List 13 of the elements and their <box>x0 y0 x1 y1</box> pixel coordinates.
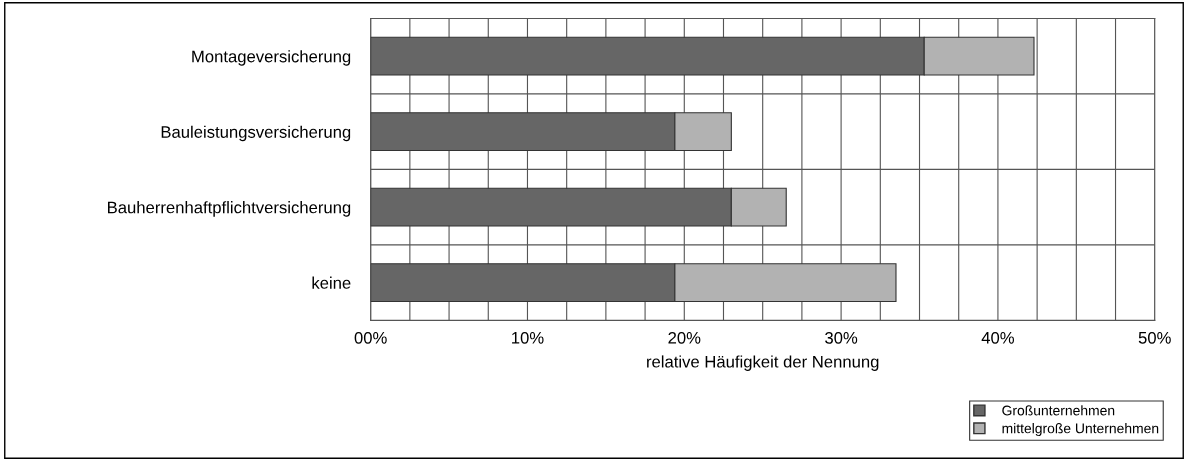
x-axis-title: relative Häufigkeit der Nennung <box>647 355 879 371</box>
y-tick-label: keine <box>312 276 351 289</box>
y-tick-label: Montageversicherung <box>192 50 351 66</box>
y-tick-label: Bauleistungsversicherung <box>161 125 351 142</box>
x-tick-label: 20% <box>668 331 701 344</box>
x-tick-label: 00% <box>354 331 387 344</box>
x-tick-label: 10% <box>512 331 544 344</box>
y-tick-label: Bauherrenhaftpflichtversicherung <box>108 201 351 217</box>
legend-label: Großunternehmen <box>1002 405 1115 416</box>
x-tick-label: 40% <box>981 331 1015 344</box>
x-tick-label: 50% <box>1138 331 1171 344</box>
legend-label: mittelgroße Unternehmen <box>1002 423 1159 437</box>
x-tick-label: 30% <box>825 331 858 344</box>
